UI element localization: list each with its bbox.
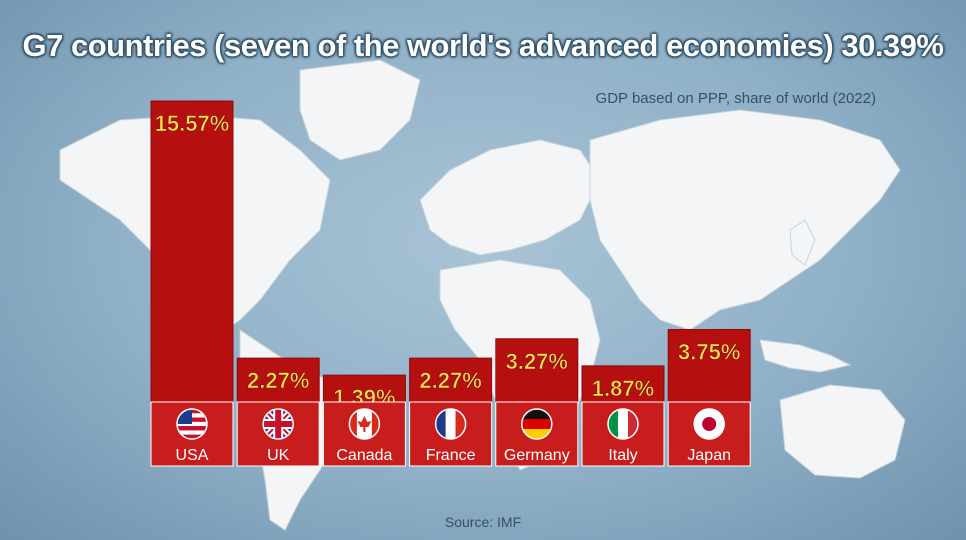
value-label: 15.57% bbox=[155, 111, 230, 136]
italy-flag-icon bbox=[608, 409, 638, 439]
canada-flag-icon bbox=[349, 409, 380, 439]
category-label: Germany bbox=[504, 447, 570, 464]
bar-italy bbox=[581, 365, 665, 403]
japan-flag-icon bbox=[694, 409, 725, 439]
value-label: 2.27% bbox=[247, 368, 309, 393]
bar-group-canada: 1.39%Canada bbox=[322, 374, 406, 467]
bar-france bbox=[409, 357, 493, 403]
germany-flag-icon bbox=[521, 409, 552, 439]
value-label: 1.87% bbox=[592, 376, 654, 401]
bar-canada bbox=[322, 374, 406, 403]
bar-group-uk: 2.27% UK bbox=[236, 357, 320, 467]
chart-subtitle: GDP based on PPP, share of world (2022) bbox=[595, 90, 876, 107]
category-label: Japan bbox=[687, 447, 731, 464]
category-label: Canada bbox=[336, 447, 392, 464]
category-label: USA bbox=[176, 447, 209, 464]
france-flag-icon bbox=[435, 409, 466, 439]
category-label: France bbox=[426, 447, 476, 464]
bar-group-italy: 1.87% Italy bbox=[581, 365, 665, 467]
value-label: 2.27% bbox=[419, 368, 481, 393]
value-label: 3.75% bbox=[678, 340, 740, 365]
category-label: UK bbox=[267, 447, 290, 464]
bar-japan bbox=[667, 329, 751, 403]
chart-title: G7 countries (seven of the world's advan… bbox=[22, 28, 944, 63]
uk-flag-icon bbox=[263, 409, 294, 439]
bar-group-france: 2.27% France bbox=[409, 357, 493, 467]
bar-group-germany: 3.27% Germany bbox=[495, 338, 579, 467]
value-label: 3.27% bbox=[506, 349, 568, 374]
bar-group-japan: 3.75% Japan bbox=[667, 329, 751, 467]
bar-germany bbox=[495, 338, 579, 403]
bar-group-usa: 15.57% USA bbox=[150, 100, 234, 467]
bar-usa bbox=[150, 100, 234, 403]
source-note: Source: IMF bbox=[444, 514, 522, 530]
category-label: Italy bbox=[608, 447, 637, 464]
us-flag-icon bbox=[177, 409, 207, 439]
